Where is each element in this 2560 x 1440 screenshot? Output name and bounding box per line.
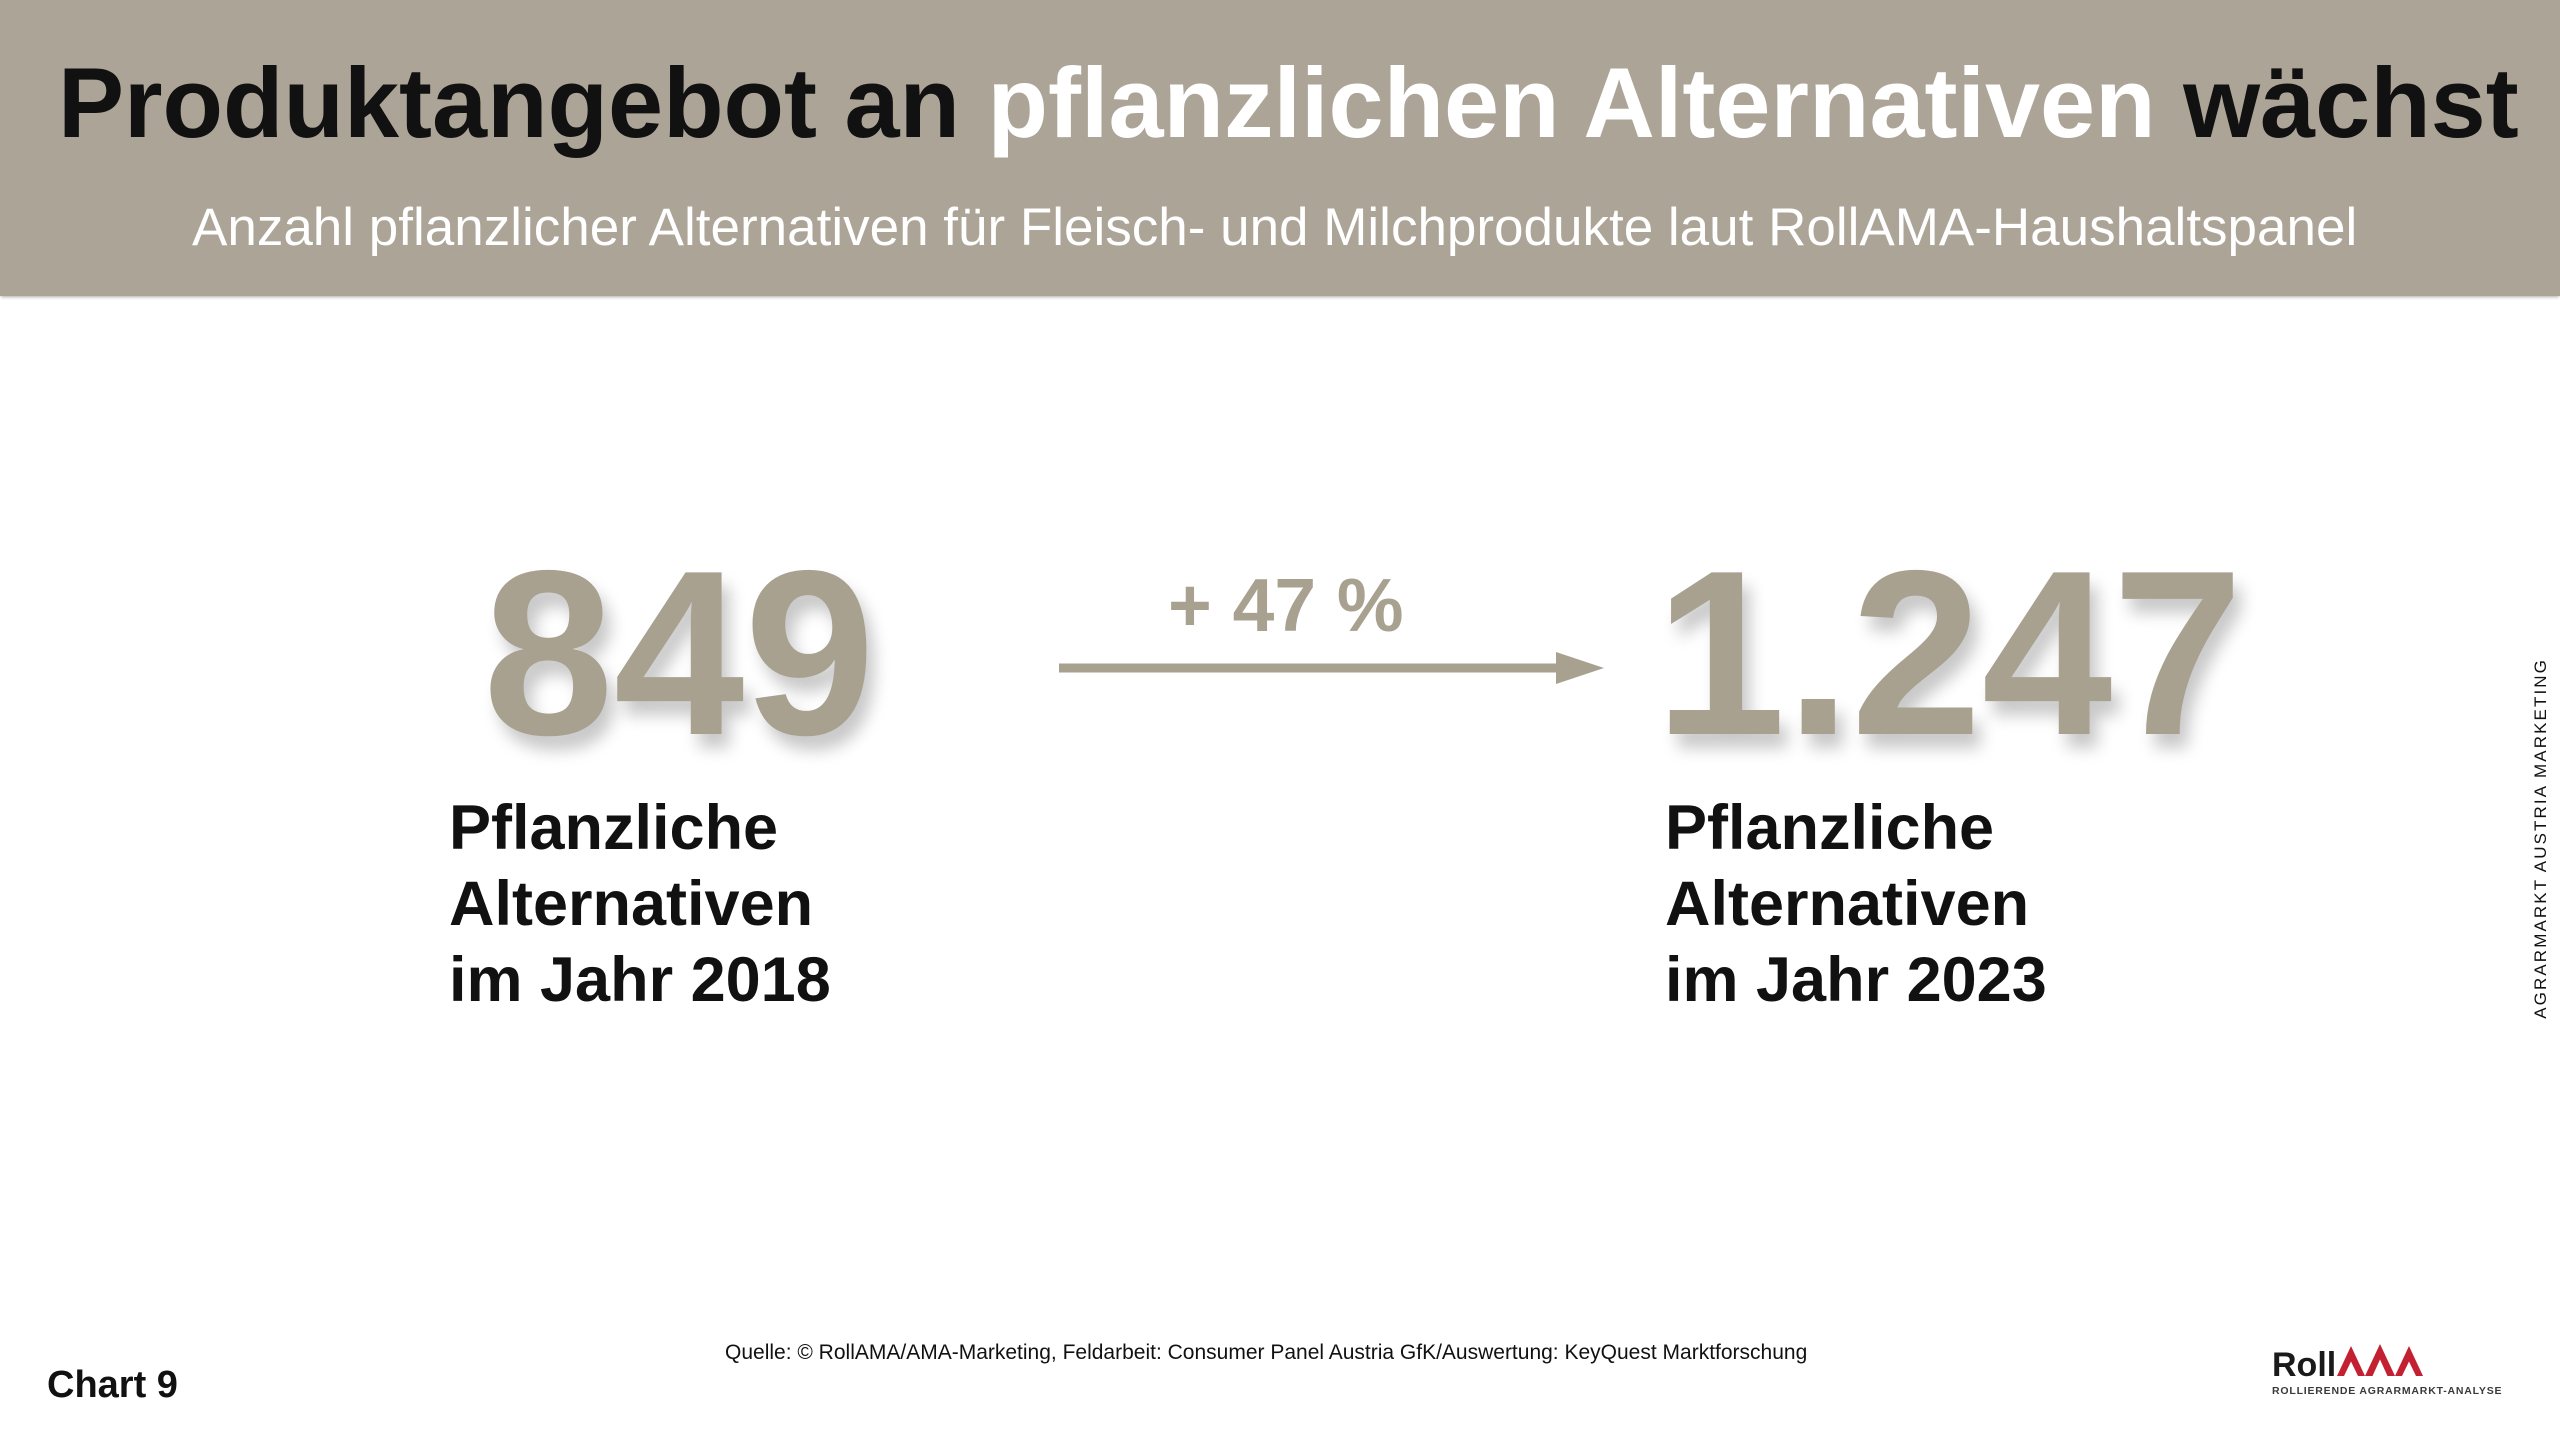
svg-text:Roll: Roll <box>2272 1346 2336 1384</box>
svg-text:ROLLIERENDE AGRARMARKT-ANALYSE: ROLLIERENDE AGRARMARKT-ANALYSE <box>2272 1385 2502 1397</box>
